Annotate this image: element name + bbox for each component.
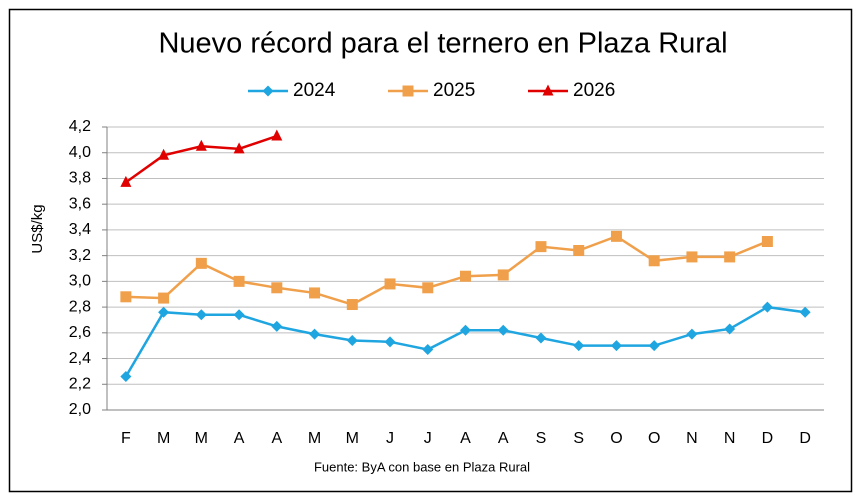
data-point <box>460 270 471 282</box>
data-point <box>233 309 245 321</box>
x-tick-label: A <box>460 430 471 447</box>
data-point <box>233 275 245 287</box>
data-point <box>346 299 358 311</box>
y-tick-label: 3,8 <box>69 170 91 187</box>
x-tick-label: A <box>498 430 509 447</box>
data-point <box>610 230 622 242</box>
legend-marker <box>542 84 554 96</box>
data-point <box>158 292 170 304</box>
data-point <box>648 255 660 267</box>
data-point <box>195 257 207 269</box>
data-point <box>610 340 622 352</box>
data-point <box>573 244 585 256</box>
y-tick-label: 3,6 <box>69 195 91 212</box>
data-point <box>195 139 207 151</box>
y-tick-label: 2,2 <box>69 375 91 392</box>
y-tick-label: 3,4 <box>69 221 91 238</box>
x-tick-label: O <box>610 430 622 447</box>
data-point <box>648 340 660 352</box>
x-tick-label: M <box>157 430 170 447</box>
data-point <box>271 282 283 294</box>
data-point <box>422 344 434 356</box>
data-point <box>384 336 396 348</box>
y-tick-label: 4,0 <box>69 144 91 161</box>
x-tick-label: F <box>121 430 131 447</box>
data-point <box>158 148 170 160</box>
legend-label: 2024 <box>293 80 336 101</box>
x-tick-label: J <box>386 430 394 447</box>
data-point <box>686 251 698 263</box>
data-point <box>761 235 773 247</box>
data-point <box>761 301 773 313</box>
chart-title: Nuevo récord para el ternero en Plaza Ru… <box>158 28 727 60</box>
data-point <box>233 142 245 154</box>
x-tick-label: A <box>234 430 245 447</box>
legend-marker <box>402 85 414 97</box>
data-point <box>573 340 585 352</box>
y-tick-label: 2,8 <box>69 298 91 315</box>
x-tick-label: A <box>271 430 282 447</box>
y-tick-label: 3,2 <box>69 247 91 264</box>
y-tick-label: 2,6 <box>69 324 91 341</box>
y-axis-label: US$/kg <box>29 204 46 253</box>
x-tick-label: S <box>536 430 547 447</box>
y-tick-label: 2,4 <box>69 350 91 367</box>
x-tick-label: J <box>424 430 432 447</box>
data-point <box>309 328 321 340</box>
data-point <box>120 291 132 303</box>
data-point <box>195 309 207 321</box>
data-point <box>724 251 736 263</box>
data-point <box>384 278 396 290</box>
x-tick-label: M <box>195 430 208 447</box>
data-point <box>346 335 358 347</box>
chart-border <box>8 8 853 493</box>
data-point <box>799 306 811 318</box>
data-point <box>120 175 132 187</box>
data-point <box>120 371 132 383</box>
data-point <box>497 269 509 281</box>
data-point <box>535 241 547 253</box>
x-tick-label: O <box>648 430 660 447</box>
y-tick-label: 4,2 <box>69 118 91 135</box>
data-point <box>271 320 283 332</box>
y-tick-label: 2,0 <box>69 401 91 418</box>
x-tick-label: D <box>762 430 774 447</box>
x-tick-label: D <box>799 430 811 447</box>
x-tick-label: N <box>686 430 698 447</box>
data-point <box>309 287 321 299</box>
data-point <box>158 306 170 318</box>
data-point <box>686 328 698 340</box>
legend-marker <box>262 85 274 97</box>
data-point <box>535 332 547 344</box>
data-point <box>497 324 509 336</box>
data-point <box>724 323 736 335</box>
y-tick-label: 3,0 <box>69 273 91 290</box>
x-tick-label: M <box>308 430 321 447</box>
x-tick-label: M <box>346 430 359 447</box>
x-tick-label: N <box>724 430 736 447</box>
series-line <box>125 234 768 306</box>
x-tick-label: S <box>573 430 584 447</box>
legend-label: 2026 <box>573 80 615 101</box>
data-point <box>271 129 283 141</box>
legend-label: 2025 <box>433 80 475 101</box>
data-point <box>422 282 434 294</box>
source-note: Fuente: ByA con base en Plaza Rural <box>314 459 530 474</box>
data-point <box>460 324 471 336</box>
